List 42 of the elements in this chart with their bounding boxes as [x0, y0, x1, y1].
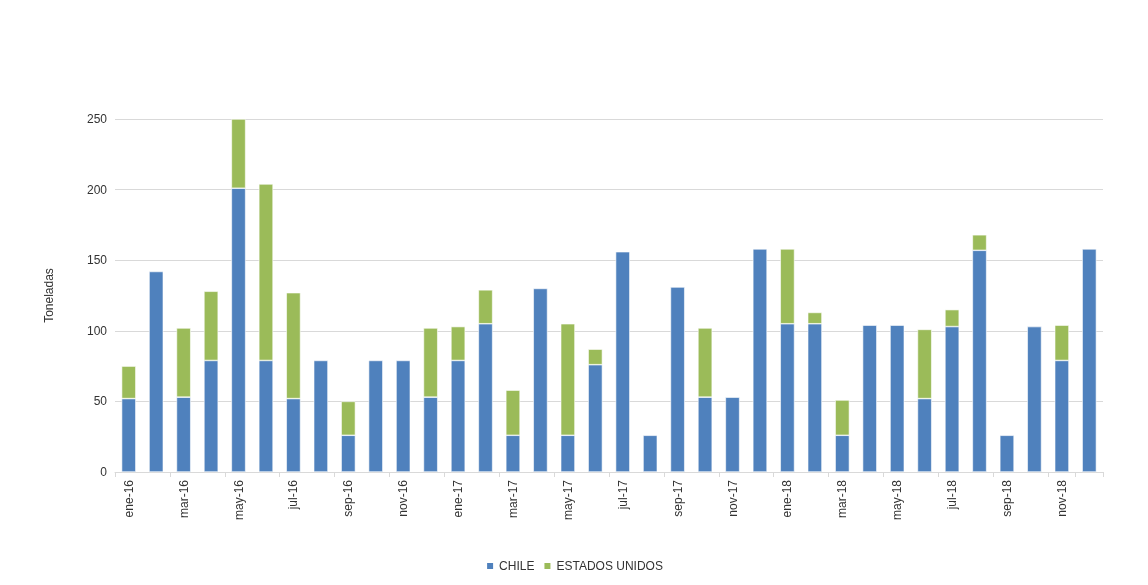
- x-tick-label: mar-17: [505, 479, 520, 519]
- x-tick-label: nov-17: [725, 479, 740, 517]
- x-tick-label: jul-17: [615, 479, 630, 511]
- bar: [615, 251, 630, 472]
- x-tick-label: ene-17: [451, 479, 466, 518]
- bar: [643, 435, 658, 472]
- bar: [862, 325, 877, 472]
- x-tick-label: jul-18: [945, 479, 960, 511]
- y-tick-label: 100: [86, 323, 108, 338]
- x-tick-label: sep-16: [341, 479, 356, 517]
- bar: [999, 435, 1015, 472]
- y-tick-label: 50: [93, 394, 108, 409]
- x-tick-label: may-17: [560, 479, 575, 521]
- bar: [149, 271, 164, 472]
- y-tick-label: 250: [86, 112, 108, 126]
- x-tick-label: jul-16: [286, 479, 301, 511]
- bar: [725, 397, 740, 472]
- x-tick-label: ene-16: [121, 479, 136, 518]
- legend-label: ESTADOS UNIDOS: [556, 559, 663, 573]
- y-tick-label: 150: [86, 253, 108, 268]
- x-tick-label: mar-18: [835, 479, 850, 519]
- x-tick-label: nov-16: [396, 479, 411, 517]
- bar: [313, 360, 328, 472]
- bar: [533, 288, 548, 472]
- x-tick-label: may-18: [890, 479, 905, 521]
- bar: [1082, 248, 1097, 472]
- y-tick-label: 0: [100, 465, 108, 479]
- bar: [368, 360, 383, 472]
- x-tick-label: mar-16: [176, 479, 191, 519]
- y-axis-title: Toneladas: [42, 268, 56, 323]
- bar: [1027, 326, 1042, 472]
- bar: [890, 325, 905, 472]
- bar: [670, 287, 685, 472]
- legend-label: CHILE: [499, 559, 535, 573]
- x-tick-label: sep-18: [999, 479, 1014, 517]
- x-tick-label: sep-17: [670, 479, 685, 517]
- x-tick-label: ene-18: [780, 479, 795, 518]
- x-tick-label: nov-18: [1054, 479, 1069, 517]
- y-tick-label: 200: [86, 182, 108, 197]
- bar: [396, 360, 411, 472]
- bar: [752, 248, 768, 472]
- x-tick-label: may-16: [231, 479, 246, 521]
